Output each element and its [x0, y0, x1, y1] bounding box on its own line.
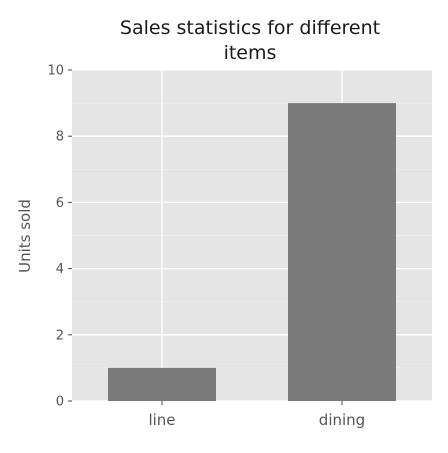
y-tick-label: 6	[56, 196, 64, 211]
y-tick-label: 10	[47, 64, 64, 79]
chart-title-line-1: Sales statistics for different	[120, 17, 380, 39]
y-tick-label: 2	[56, 328, 64, 343]
y-tick-label: 4	[56, 262, 64, 277]
x-tick-label-line: line	[148, 411, 175, 429]
y-tick-label: 0	[56, 395, 64, 410]
y-tick-label: 8	[56, 130, 64, 145]
y-axis-ticks: 0 2 4 6 8 10	[47, 64, 72, 410]
x-axis-ticks: line dining	[148, 401, 365, 429]
x-tick-label-dining: dining	[319, 411, 365, 429]
bar-line	[108, 367, 216, 401]
bar-dining	[288, 103, 396, 401]
y-axis-title: Units sold	[16, 199, 34, 273]
bars	[108, 103, 396, 401]
chart-title-line-2: items	[224, 42, 277, 64]
